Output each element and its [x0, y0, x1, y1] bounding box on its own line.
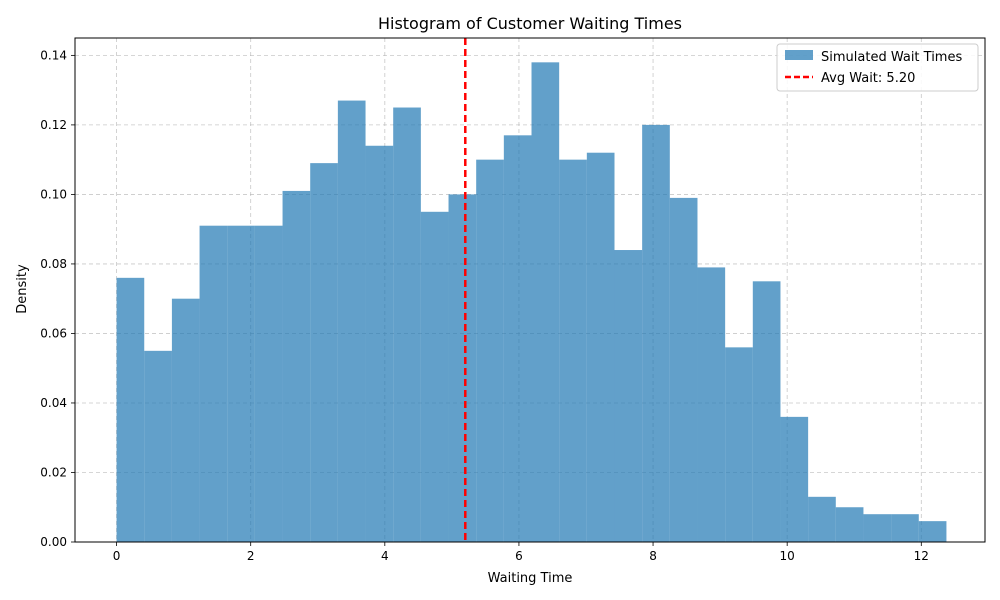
- histogram-bar: [282, 190, 311, 542]
- histogram-bar: [697, 267, 726, 542]
- chart-title: Histogram of Customer Waiting Times: [378, 14, 682, 33]
- histogram-bar: [835, 507, 864, 542]
- histogram-bar: [503, 135, 532, 542]
- plot-frame: [74, 37, 986, 543]
- histogram-bar: [199, 225, 228, 543]
- histogram-bar: [614, 250, 643, 542]
- histogram-bars: [116, 62, 947, 543]
- y-tick-label: 0.14: [40, 48, 67, 62]
- histogram-bar: [310, 163, 338, 542]
- x-tick-label: 6: [515, 549, 523, 563]
- legend-label-line: Avg Wait: 5.20: [821, 71, 915, 86]
- histogram-bar: [752, 281, 781, 542]
- histogram-bar: [891, 514, 919, 542]
- y-tick-label: 0.10: [40, 187, 67, 201]
- histogram-bar: [669, 197, 698, 542]
- x-tick-label: 2: [247, 549, 255, 563]
- histogram-bar: [171, 298, 200, 542]
- x-tick-label: 0: [113, 549, 121, 563]
- histogram-bar: [918, 521, 947, 542]
- histogram-bar: [531, 62, 560, 543]
- legend-label-bars: Simulated Wait Times: [821, 50, 962, 65]
- histogram-bar: [116, 277, 145, 542]
- histogram-bar: [559, 159, 587, 543]
- y-tick-label: 0.12: [40, 118, 67, 132]
- histogram-bar: [780, 416, 809, 542]
- x-tick-label: 10: [780, 549, 795, 563]
- histogram-bar: [476, 159, 504, 543]
- histogram-bar: [586, 152, 615, 543]
- histogram-bar: [337, 100, 366, 542]
- legend-swatch-bars: [785, 50, 813, 60]
- histogram-bar: [365, 145, 394, 543]
- histogram-bar: [808, 496, 836, 542]
- y-tick-label: 0.02: [40, 465, 67, 479]
- x-axis-ticks: 0 2 4 6 8 10 12: [113, 542, 929, 563]
- histogram-bar: [393, 107, 421, 542]
- y-axis-label: Density: [15, 264, 30, 314]
- histogram-bar: [725, 347, 753, 542]
- x-tick-label: 4: [381, 549, 389, 563]
- y-tick-label: 0.08: [40, 257, 67, 271]
- histogram-bar: [642, 124, 670, 543]
- y-tick-label: 0.00: [40, 535, 67, 549]
- legend-box: [776, 43, 979, 92]
- y-axis-ticks: 0.00 0.02 0.04 0.06 0.08 0.10 0.12 0.14: [40, 48, 75, 549]
- histogram-bar: [448, 194, 477, 542]
- histogram-bar: [227, 225, 255, 543]
- y-tick-label: 0.06: [40, 326, 67, 340]
- histogram-bar: [254, 225, 283, 543]
- histogram-bar: [420, 211, 449, 543]
- x-tick-label: 12: [914, 549, 929, 563]
- x-axis-label: Waiting Time: [488, 571, 573, 586]
- y-tick-label: 0.04: [40, 396, 67, 410]
- histogram-bar: [863, 514, 892, 542]
- x-tick-label: 8: [649, 549, 657, 563]
- legend: Simulated Wait Times Avg Wait: 5.20: [776, 43, 979, 92]
- histogram-bar: [144, 350, 172, 542]
